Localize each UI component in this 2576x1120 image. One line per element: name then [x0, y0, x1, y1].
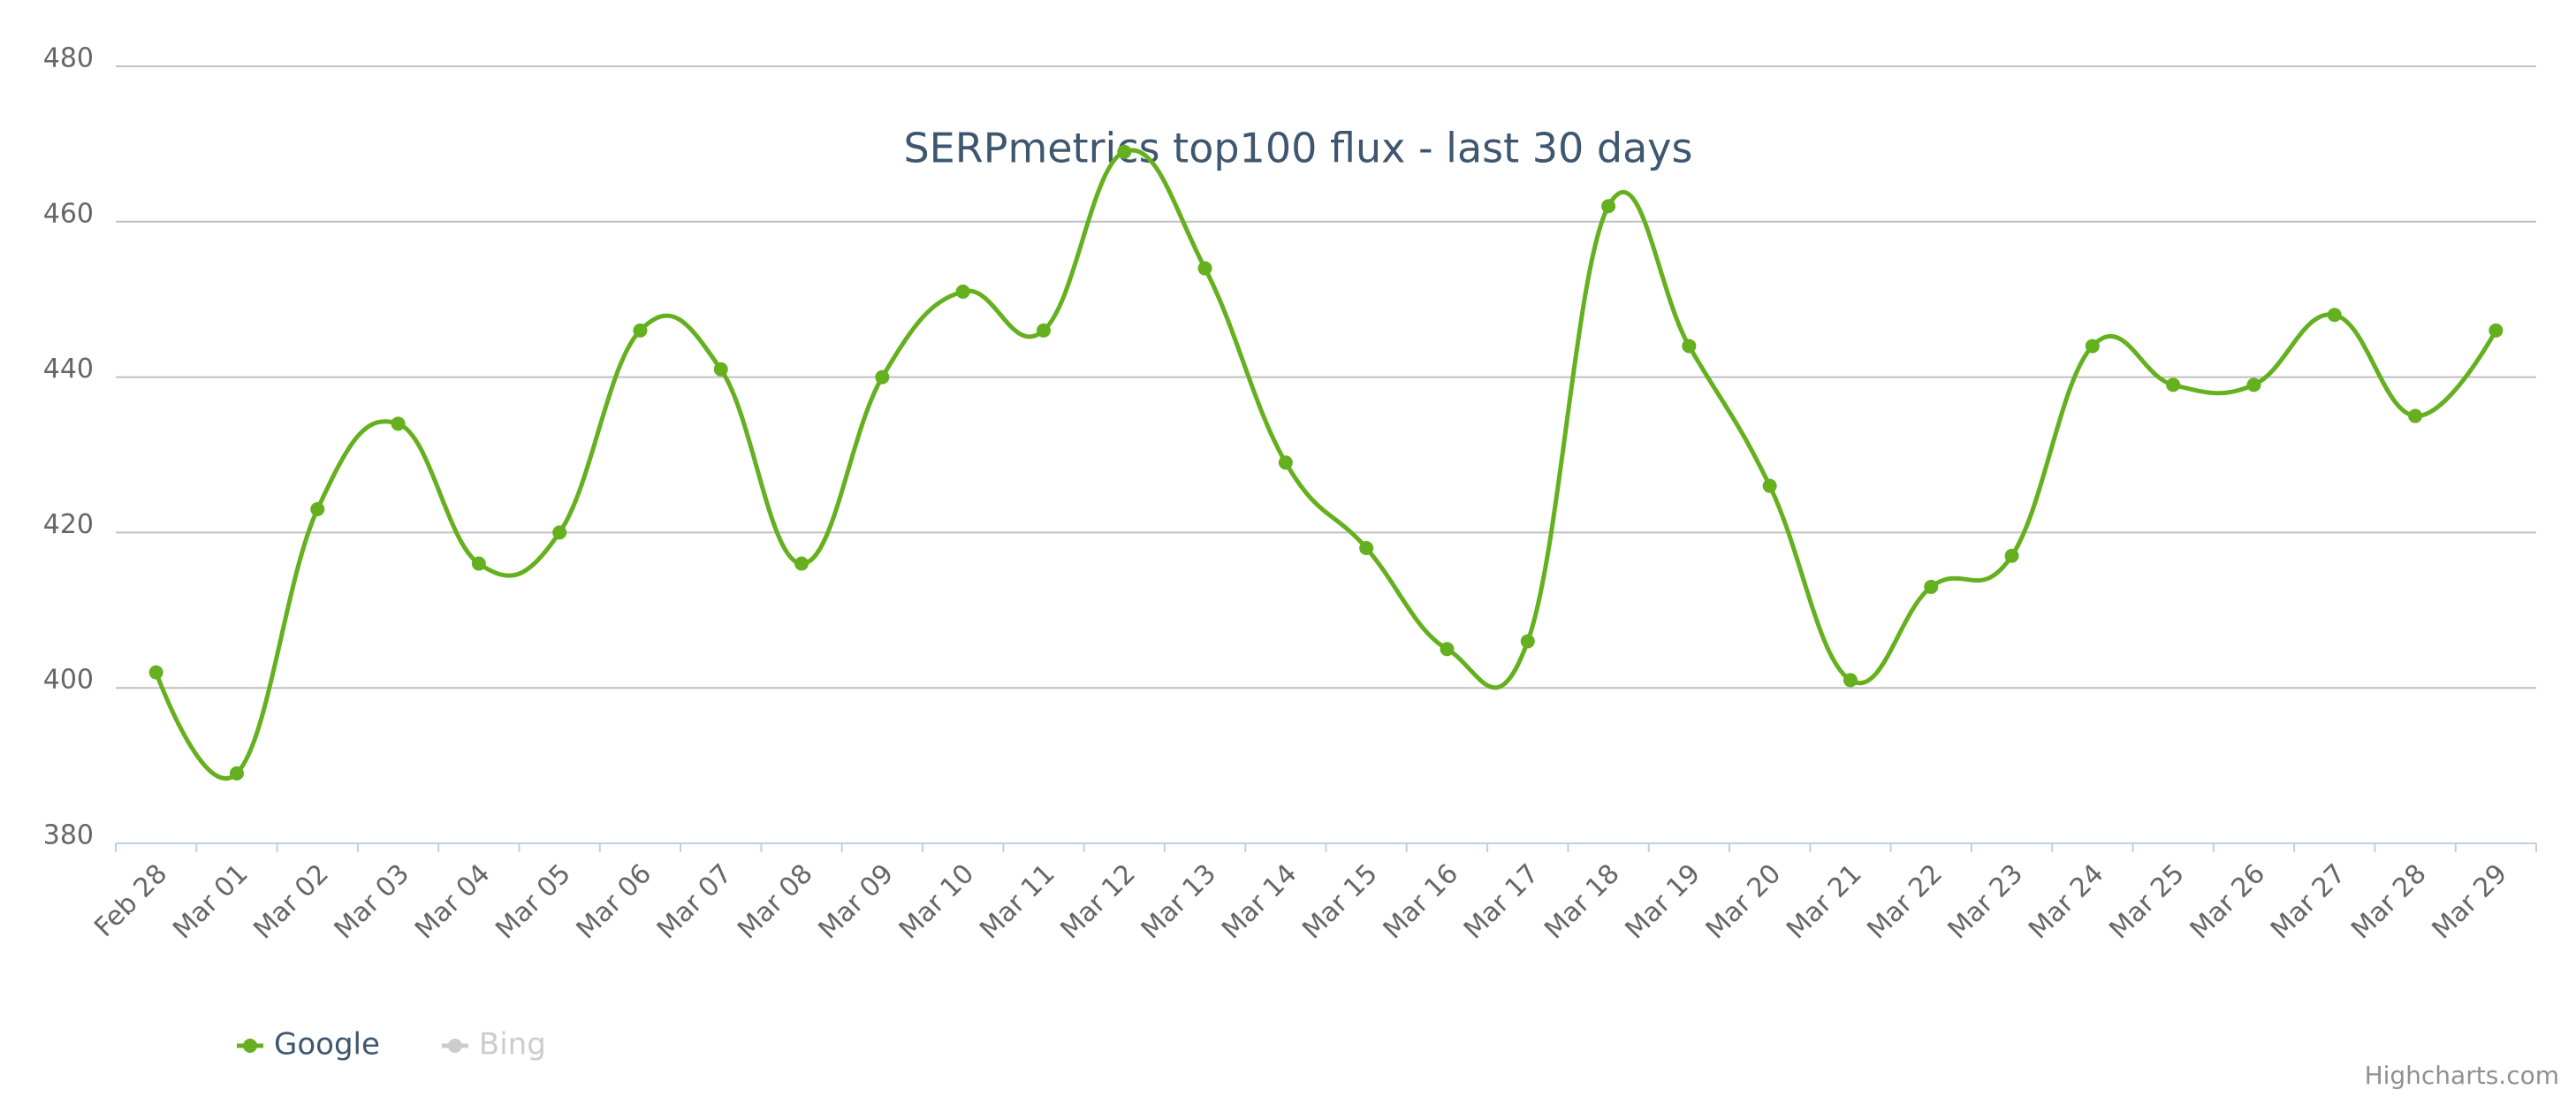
y-tick-label: 420	[43, 509, 94, 540]
x-tick-label: Mar 19	[1620, 858, 1707, 946]
data-point	[1278, 455, 1293, 470]
x-tick-label: Mar 13	[1136, 858, 1223, 946]
x-tick-label: Mar 18	[1539, 858, 1626, 946]
x-tick-label: Mar 20	[1700, 858, 1788, 946]
data-point	[794, 556, 809, 571]
y-tick-label: 400	[43, 665, 94, 696]
x-tick-label: Feb 28	[88, 858, 173, 943]
data-point	[633, 323, 648, 338]
legend-label: Bing	[479, 1027, 546, 1063]
x-tick-label: Mar 22	[1861, 858, 1949, 946]
data-point	[2166, 377, 2181, 392]
data-point	[1359, 540, 1374, 555]
x-tick-label: Mar 29	[2427, 858, 2514, 946]
data-point	[2408, 408, 2423, 423]
x-tick-label: Mar 04	[409, 858, 497, 946]
x-tick-label: Mar 01	[167, 858, 255, 946]
x-tick-label: Mar 11	[974, 858, 1061, 946]
legend-item[interactable]: Google	[237, 1027, 380, 1063]
legend-label: Google	[274, 1027, 380, 1063]
data-point	[875, 370, 890, 385]
x-tick-label: Mar 24	[2023, 858, 2110, 946]
x-tick-label: Mar 08	[732, 858, 819, 946]
data-point	[310, 502, 325, 517]
x-tick-label: Mar 26	[2185, 858, 2272, 946]
data-point	[2489, 323, 2504, 338]
data-point	[1762, 478, 1777, 493]
data-point	[1520, 634, 1535, 649]
x-tick-label: Mar 12	[1054, 858, 1142, 946]
y-tick-label: 440	[43, 354, 94, 385]
data-point	[955, 284, 970, 299]
x-tick-label: Mar 16	[1378, 858, 1465, 946]
x-tick-label: Mar 06	[571, 858, 658, 946]
series-line	[154, 148, 2498, 781]
x-tick-label: Mar 28	[2345, 858, 2433, 946]
data-point	[1682, 339, 1697, 354]
x-tick-label: Mar 27	[2265, 858, 2352, 946]
credits[interactable]: Highcharts.com	[2365, 1061, 2559, 1090]
x-tick-label: Mar 14	[1216, 858, 1303, 946]
chart-title: SERPmetrics top100 flux - last 30 days	[903, 125, 1692, 172]
x-tick-label: Mar 15	[1296, 858, 1384, 946]
data-point	[2085, 339, 2100, 354]
x-tick-label: Mar 21	[1781, 858, 1868, 946]
legend-marker	[447, 1039, 462, 1053]
legend-item[interactable]: Bing	[441, 1027, 546, 1063]
x-tick-label: Mar 02	[247, 858, 335, 946]
x-tick-label: Mar 07	[651, 858, 739, 946]
data-point	[2246, 377, 2261, 392]
x-tick-label: Mar 23	[1942, 858, 2030, 946]
y-tick-label: 480	[43, 43, 94, 74]
data-point	[552, 525, 567, 540]
y-tick-label: 460	[43, 198, 94, 229]
data-point	[471, 556, 486, 571]
legend-marker	[243, 1039, 257, 1053]
data-point	[148, 665, 163, 680]
y-tick-label: 380	[43, 820, 94, 851]
data-point	[1924, 579, 1939, 594]
data-point	[1197, 261, 1212, 276]
data-point	[713, 362, 728, 377]
data-point	[229, 766, 244, 781]
data-point	[2327, 308, 2342, 323]
x-tick-label: Mar 10	[893, 858, 981, 946]
data-point	[1601, 199, 1616, 214]
x-tick-label: Mar 17	[1458, 858, 1546, 946]
x-tick-label: Mar 25	[2103, 858, 2191, 946]
x-tick-label: Mar 09	[813, 858, 900, 946]
data-point	[1843, 673, 1858, 688]
x-tick-label: Mar 03	[329, 858, 416, 946]
x-tick-label: Mar 05	[490, 858, 577, 946]
data-point	[1440, 642, 1455, 657]
data-point	[391, 416, 406, 431]
data-point	[2004, 548, 2019, 563]
data-point	[1117, 144, 1132, 159]
data-point	[1036, 323, 1051, 338]
